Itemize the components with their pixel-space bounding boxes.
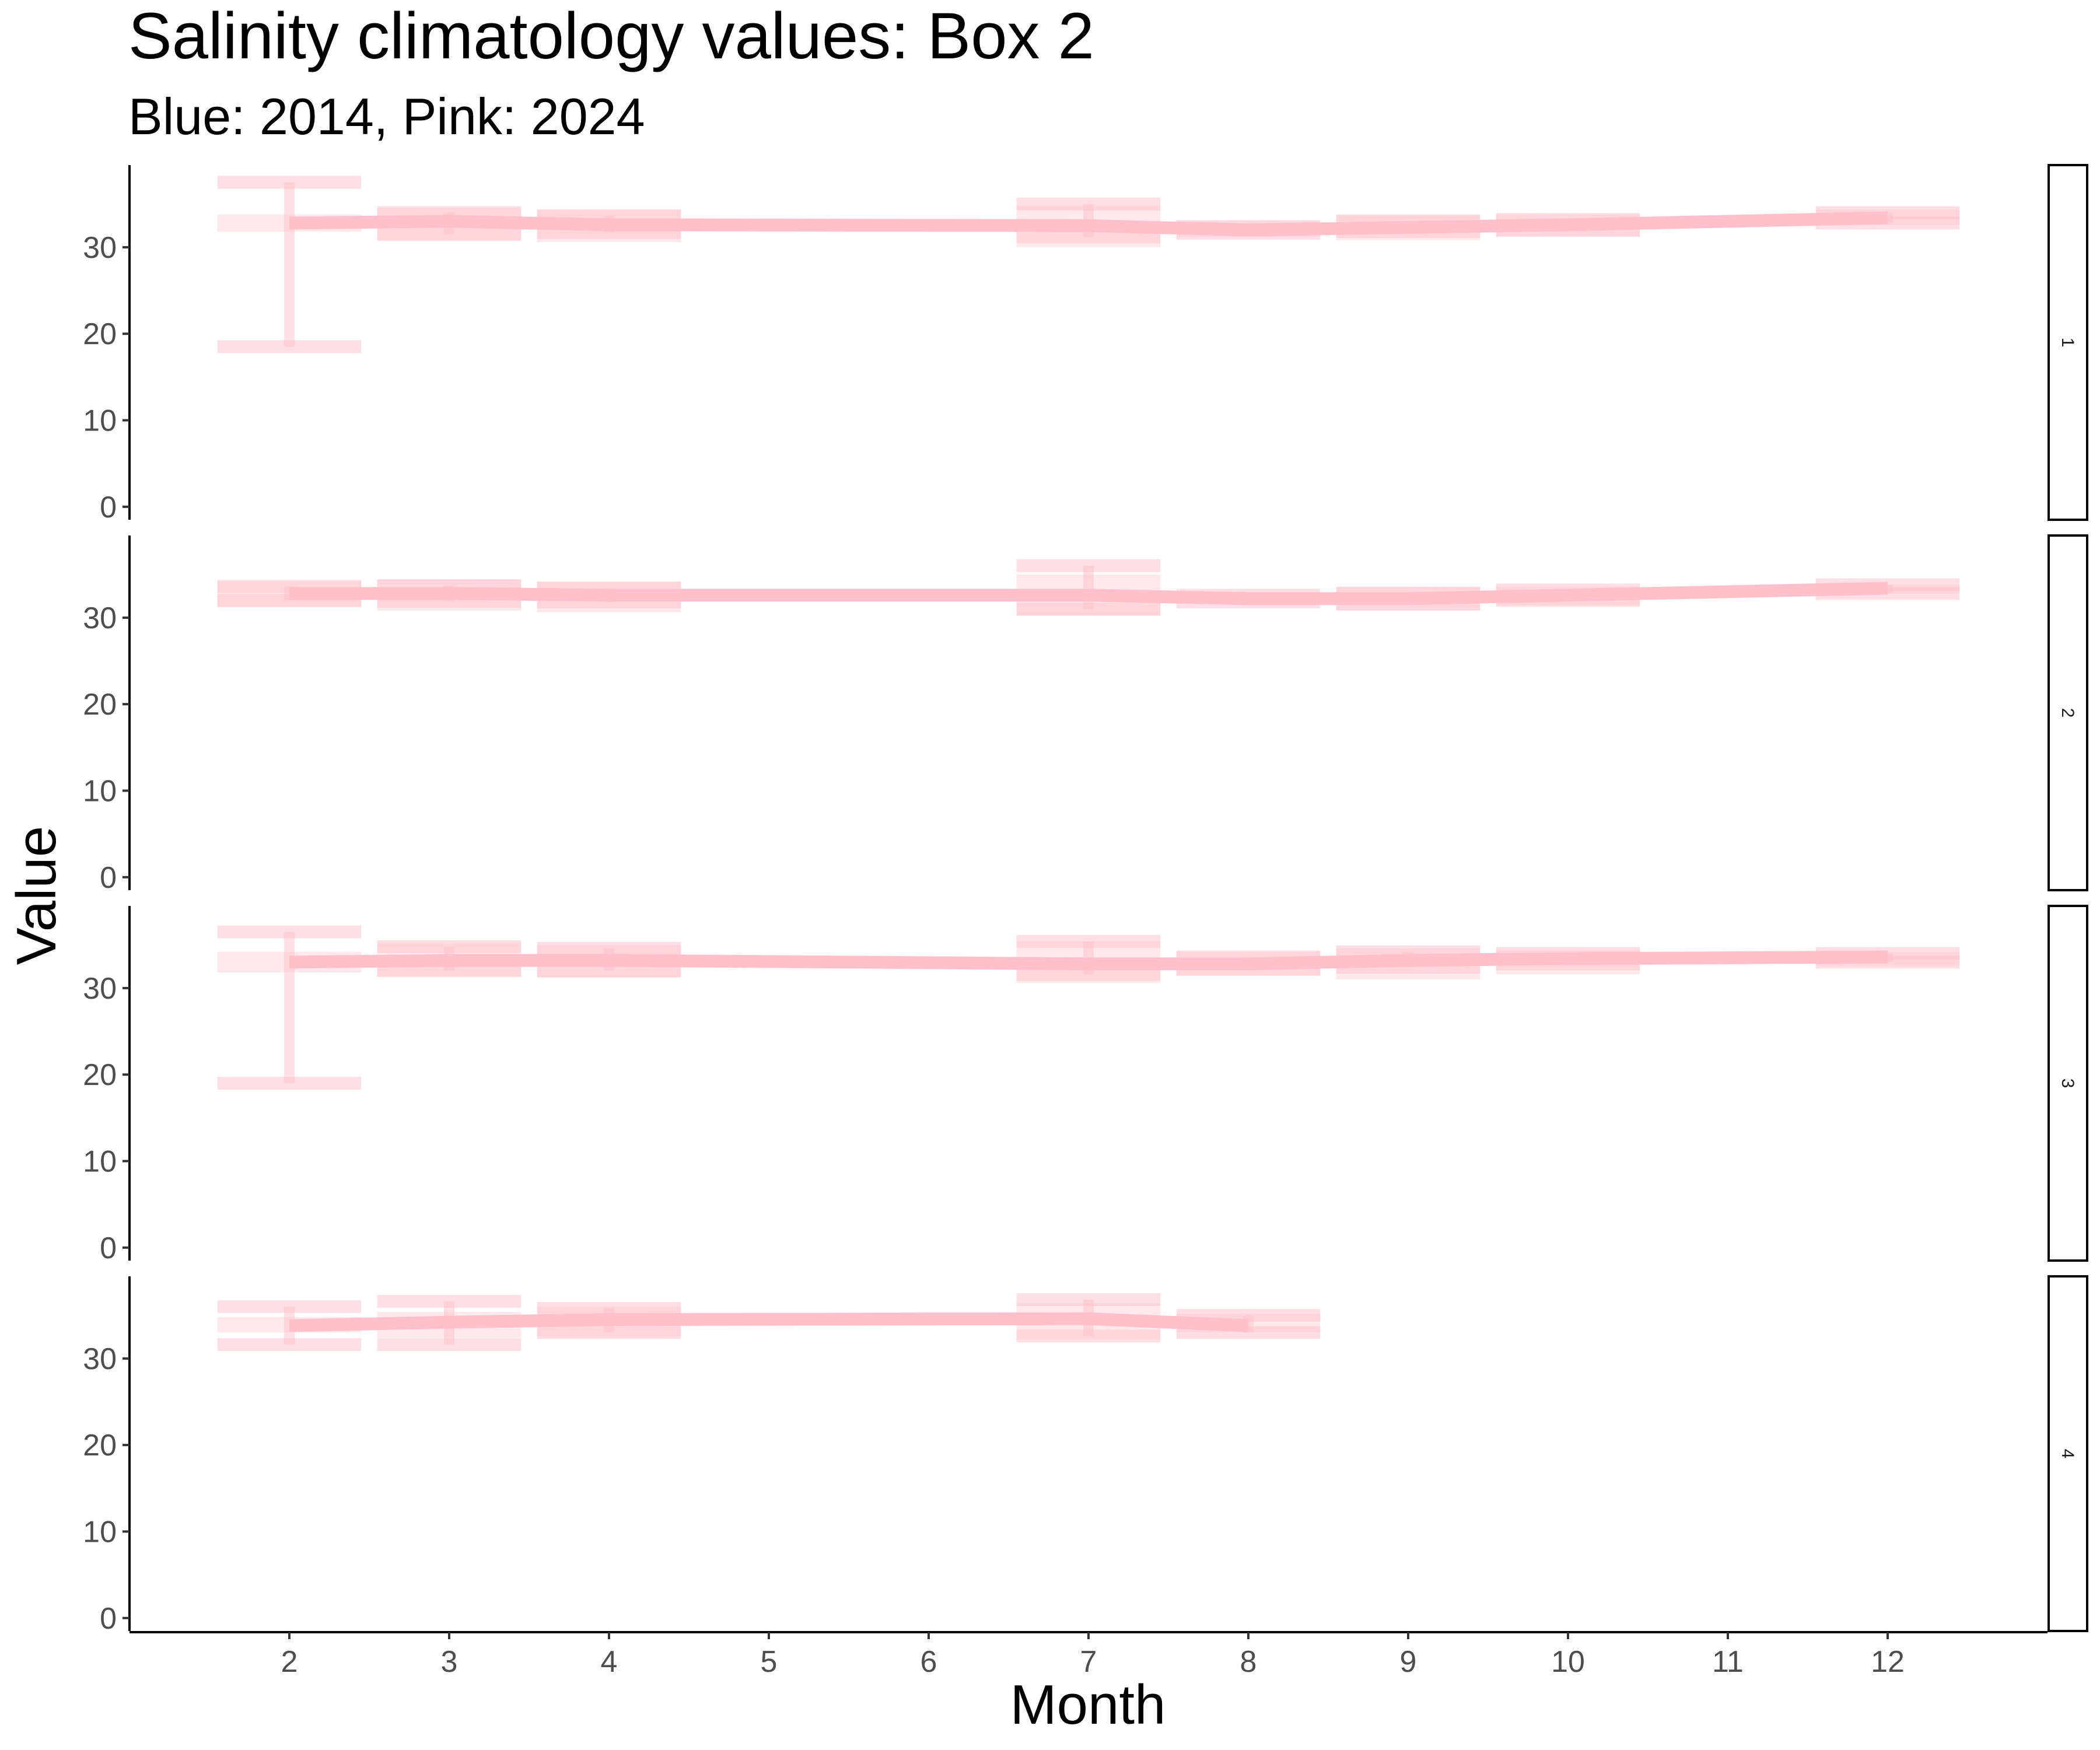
x-tick-label: 5 [761, 1645, 778, 1679]
y-tick-label: 10 [83, 404, 117, 438]
series-line-2024 [289, 211, 1888, 237]
y-tick-label: 0 [100, 491, 117, 524]
x-tick-label: 6 [921, 1645, 937, 1679]
y-tick-label: 10 [83, 774, 117, 808]
facet-strip [2048, 1275, 2088, 1632]
y-tick-label: 10 [83, 1144, 117, 1178]
y-tick-label: 0 [100, 1231, 117, 1265]
facet-strip [2048, 534, 2088, 891]
y-tick-label: 30 [83, 601, 117, 635]
facet-strip-label: 1 [2058, 338, 2077, 348]
x-axis: 2 3 4 5 6 7 8 9 10 11 12 [130, 1631, 2048, 1679]
y-tick-label: 30 [83, 1342, 117, 1376]
x-tick-label: 9 [1400, 1645, 1417, 1679]
chart-subtitle: Blue: 2014, Pink: 2024 [128, 88, 645, 145]
x-tick-label: 8 [1240, 1645, 1257, 1679]
y-tick-label: 0 [100, 861, 117, 895]
x-tick-label: 11 [1712, 1645, 1744, 1679]
facet-strip [2048, 164, 2088, 521]
x-tick-label: 4 [601, 1645, 618, 1679]
facet-panel-3: 0 10 20 30 3 [83, 905, 2088, 1265]
y-tick-label: 20 [83, 1429, 117, 1462]
facet-panel-1: 0 10 20 30 1 [83, 164, 2088, 524]
facet-strip-label: 2 [2058, 708, 2077, 718]
y-tick-label: 20 [83, 688, 117, 722]
facet-panel-2: 0 10 20 30 2 [83, 534, 2088, 895]
x-tick-label: 7 [1080, 1645, 1097, 1679]
series-line-2024 [289, 1312, 1249, 1332]
y-tick-label: 20 [83, 317, 117, 351]
x-axis-label: Month [1010, 1674, 1166, 1736]
y-tick-label: 0 [100, 1602, 117, 1636]
facet-strip-label: 3 [2058, 1079, 2077, 1088]
series-line-2024 [289, 582, 1888, 606]
x-tick-label: 2 [281, 1645, 298, 1679]
facet-strip [2048, 905, 2088, 1262]
x-tick-label: 10 [1551, 1645, 1585, 1679]
x-tick-label: 3 [441, 1645, 458, 1679]
y-tick-label: 10 [83, 1515, 117, 1549]
y-axis-label: Value [5, 826, 68, 965]
chart-title: Salinity climatology values: Box 2 [128, 0, 1094, 72]
facet-panel-4: 0 10 20 30 4 [83, 1275, 2088, 1636]
y-tick-label: 30 [83, 231, 117, 265]
x-tick-label: 12 [1871, 1645, 1905, 1679]
series-line-2024 [289, 950, 1888, 971]
y-tick-label: 20 [83, 1058, 117, 1092]
facet-strip-label: 4 [2058, 1449, 2077, 1459]
y-tick-label: 30 [83, 972, 117, 1006]
